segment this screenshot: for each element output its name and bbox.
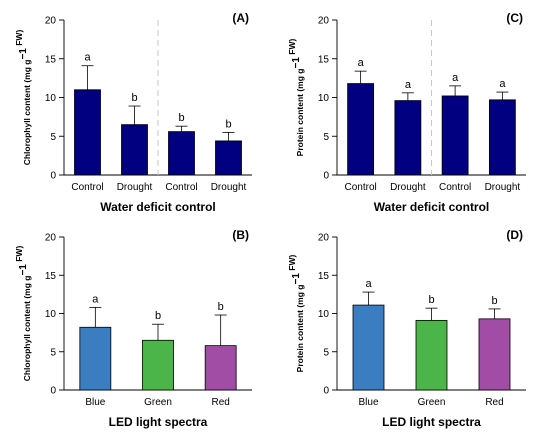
significance-letter: b — [218, 301, 224, 313]
x-tick-label: Green — [418, 397, 446, 408]
x-tick-label: Control — [165, 182, 197, 193]
x-tick-label: Drought — [211, 182, 247, 193]
significance-letter: a — [365, 278, 372, 290]
bar — [215, 140, 242, 176]
x-axis-title: LED light spectra — [382, 415, 481, 429]
y-tick-label: 20 — [318, 16, 330, 27]
significance-letter: a — [499, 78, 506, 90]
y-axis-title-sup: −1 — [18, 264, 29, 276]
panel-d: 0 5 10 15 20 (D) a Blue b Green b Red LED light spec… — [287, 228, 526, 429]
panel-c: 0 5 10 15 20 (C) a Control a Drought a Control a Drou… — [287, 11, 526, 214]
y-tick-label: 0 — [323, 171, 329, 182]
y-tick-label: 20 — [45, 233, 57, 244]
bar — [168, 131, 195, 176]
y-axis-title-end: FW) — [14, 30, 24, 49]
panel-label: (A) — [232, 11, 249, 25]
bar — [204, 345, 237, 391]
x-tick-label: Control — [71, 182, 103, 193]
panel-label: (B) — [232, 228, 249, 242]
y-tick-label: 15 — [318, 54, 330, 65]
x-tick-label: Blue — [85, 397, 105, 408]
bar — [488, 99, 516, 176]
significance-letter: b — [428, 294, 434, 306]
y-tick-label: 15 — [45, 271, 57, 282]
y-tick-label: 15 — [45, 54, 57, 65]
y-axis-title-end: FW) — [14, 246, 24, 265]
y-axis-title-sup: −1 — [291, 57, 302, 69]
x-tick-label: Blue — [358, 397, 378, 408]
y-tick-label: 0 — [50, 386, 56, 397]
bar — [347, 83, 375, 176]
x-tick-label: Control — [345, 182, 377, 193]
x-tick-label: Drought — [117, 182, 153, 193]
x-axis-title: Water deficit control — [374, 200, 490, 214]
y-axis-title-sup: −1 — [18, 48, 29, 60]
y-axis-title: Protein content (mg g−1 FW) — [287, 255, 305, 373]
y-tick-label: 15 — [318, 271, 330, 282]
significance-letter: b — [155, 310, 161, 322]
significance-letter: a — [452, 72, 459, 84]
bar — [441, 95, 469, 176]
y-tick-label: 10 — [318, 93, 330, 104]
y-axis-title: Chlorophyll content (mg g−1 FW) — [14, 246, 32, 382]
significance-letter: b — [225, 118, 231, 130]
y-axis-title: Protein content (mg g−1 FW) — [287, 39, 305, 157]
panel-label: (D) — [506, 228, 523, 242]
y-axis-title-sup: −1 — [291, 273, 302, 285]
significance-letter: a — [92, 293, 99, 305]
bar — [121, 124, 148, 176]
bar — [415, 319, 448, 391]
x-tick-label: Control — [439, 182, 471, 193]
panel-a: 0 5 10 15 20 (A) a Control b Drought b Control b Drou… — [14, 11, 252, 214]
y-tick-label: 0 — [323, 386, 329, 397]
y-axis-title-main: Chlorophyll content (mg g — [22, 276, 32, 382]
panel-label: (C) — [506, 11, 523, 25]
bar — [478, 318, 511, 391]
y-axis-title-main: Chlorophyll content (mg g — [22, 60, 32, 166]
significance-letter: a — [84, 52, 91, 64]
bar — [394, 100, 422, 176]
y-tick-label: 5 — [50, 132, 56, 143]
significance-letter: b — [178, 112, 184, 124]
significance-letter: b — [131, 92, 137, 104]
x-tick-label: Green — [144, 397, 172, 408]
y-axis-title-end: FW) — [287, 39, 297, 58]
y-tick-label: 5 — [323, 132, 329, 143]
x-tick-label: Drought — [390, 182, 426, 193]
y-tick-label: 20 — [45, 16, 57, 27]
x-tick-label: Red — [485, 397, 503, 408]
y-axis-title-main: Protein content (mg g — [295, 284, 305, 372]
bar — [74, 89, 101, 176]
x-axis-title: LED light spectra — [109, 415, 208, 429]
significance-letter: b — [491, 295, 497, 307]
significance-letter: a — [358, 57, 365, 69]
y-axis-title: Chlorophyll content (mg g−1 FW) — [14, 30, 32, 166]
y-tick-label: 10 — [45, 93, 57, 104]
y-tick-label: 10 — [318, 309, 330, 320]
x-axis-title: Water deficit control — [100, 200, 216, 214]
bar — [79, 326, 112, 391]
y-tick-label: 5 — [323, 347, 329, 358]
bar — [352, 304, 385, 391]
y-tick-label: 0 — [50, 171, 56, 182]
y-tick-label: 10 — [45, 309, 57, 320]
x-tick-label: Drought — [485, 182, 521, 193]
significance-letter: a — [405, 79, 412, 91]
y-tick-label: 5 — [50, 347, 56, 358]
y-axis-title-end: FW) — [287, 255, 297, 274]
bar — [142, 339, 174, 391]
y-axis-title-main: Protein content (mg g — [295, 68, 305, 156]
y-tick-label: 20 — [318, 233, 330, 244]
x-tick-label: Red — [211, 397, 229, 408]
